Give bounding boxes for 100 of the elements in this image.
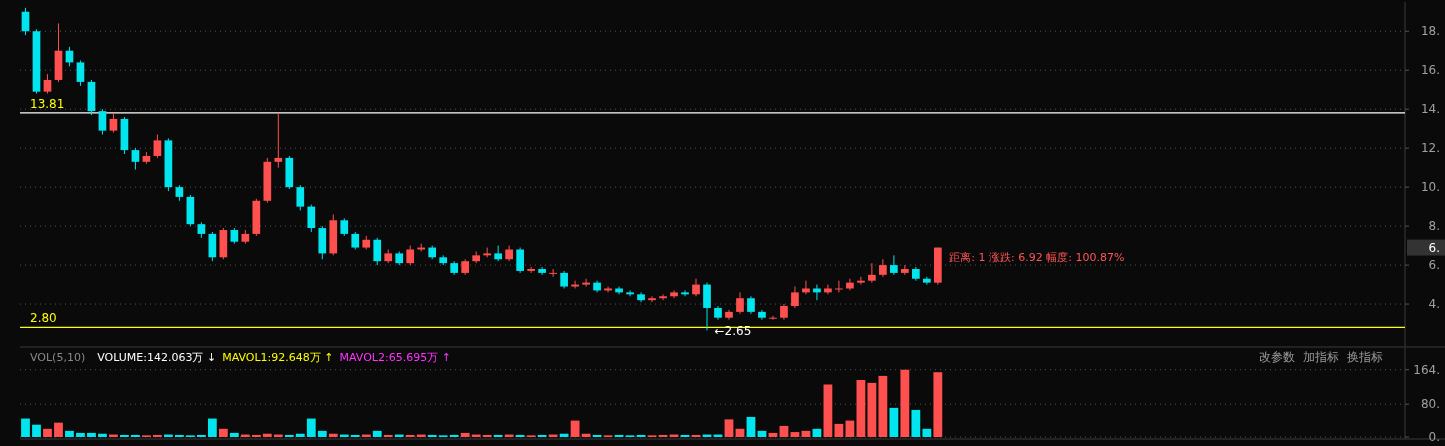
bar [405,434,415,437]
bar [746,416,756,437]
annotation: VOLUME:142.063万 ↓ [97,351,217,364]
candlestick [274,112,283,169]
bar [933,372,943,437]
bar [207,418,217,437]
candlestick [890,254,898,276]
bar [174,434,184,437]
annotation: ←2.65 [714,324,752,339]
bar [196,434,206,437]
bar [65,430,74,437]
candlestick [703,282,711,331]
candlestick [736,291,744,315]
candlestick [824,284,832,295]
candlestick [76,59,85,87]
chart-title: VOL(5,10) [30,351,86,364]
bar [295,433,305,437]
candlestick [626,289,634,297]
annotation: MAVOL1:92.648万 ↑ [222,351,334,364]
bar [493,434,503,437]
annotation: 改参数 [1259,350,1295,364]
bar [724,419,734,437]
annotation: 距离: 1 涨跌: 6.92 幅度: 100.87% [949,250,1125,264]
candlestick [901,264,909,276]
y-tick-label: 10. [1420,180,1440,195]
candlestick [406,245,415,266]
bar [54,422,63,437]
candlestick [307,204,316,233]
candlestick [857,276,865,286]
bar [922,428,932,437]
candlestick [43,73,52,95]
candlestick [604,286,612,293]
candlestick [813,284,821,301]
bar [21,418,30,437]
bar [900,369,910,437]
ref-line-label: 13.81 [30,96,65,111]
candlestick [648,295,656,303]
candlestick [670,289,678,299]
candlestick [516,247,524,274]
ref-line-label: 2.80 [30,311,57,326]
candlestick [98,108,107,136]
bar [856,379,866,437]
bar [218,428,228,437]
bar [131,434,140,437]
bar [43,428,52,437]
bar [120,434,129,437]
bar [229,432,239,437]
bar [834,423,844,437]
bar [460,432,470,437]
y-tick-label: 0. [1428,430,1440,444]
candlestick [868,262,876,284]
candlestick [571,280,579,289]
bar [427,434,437,437]
bar [537,434,547,437]
candlestick [582,278,590,288]
bar [98,433,107,437]
candlestick [659,293,667,301]
candlestick [527,266,535,274]
candlestick [791,286,799,309]
y-tick-label: 18. [1420,24,1440,39]
candlestick [769,315,777,321]
bar [262,433,272,437]
y-tick-label: 12. [1420,141,1440,156]
bar [372,430,382,437]
candlestick [549,268,557,278]
candlestick [373,237,382,266]
bar [790,432,800,437]
bar [911,409,921,437]
y-tick-label: 14. [1420,102,1440,117]
bar [153,434,162,437]
bar [383,434,393,437]
bar [306,418,316,437]
bar [823,384,833,437]
candlestick [681,289,689,297]
y-tick-label: 8. [1428,219,1440,234]
bar [889,407,899,437]
bar [449,434,459,437]
candlestick [802,280,810,295]
annotation: 加指标 [1303,350,1339,364]
bar [350,434,360,437]
bar [284,434,294,437]
y-tick-label: 80. [1420,397,1440,412]
bar [251,434,261,437]
bar [779,425,789,437]
candlestick [131,147,140,171]
y-tick-label: 6. [1428,258,1440,273]
bar [559,433,569,437]
bar [87,432,96,437]
candlestick [109,112,118,134]
annotation: MAVOL2:65.695万 ↑ [339,351,451,364]
bar [867,382,877,437]
candlestick [296,184,305,212]
bar [482,434,492,437]
bar [878,375,888,437]
bar [76,432,85,437]
bar [317,430,327,437]
bar [515,434,525,437]
annotation: 换指标 [1347,350,1383,364]
y-tick-label: 16. [1420,63,1440,78]
candlestick [835,280,843,293]
